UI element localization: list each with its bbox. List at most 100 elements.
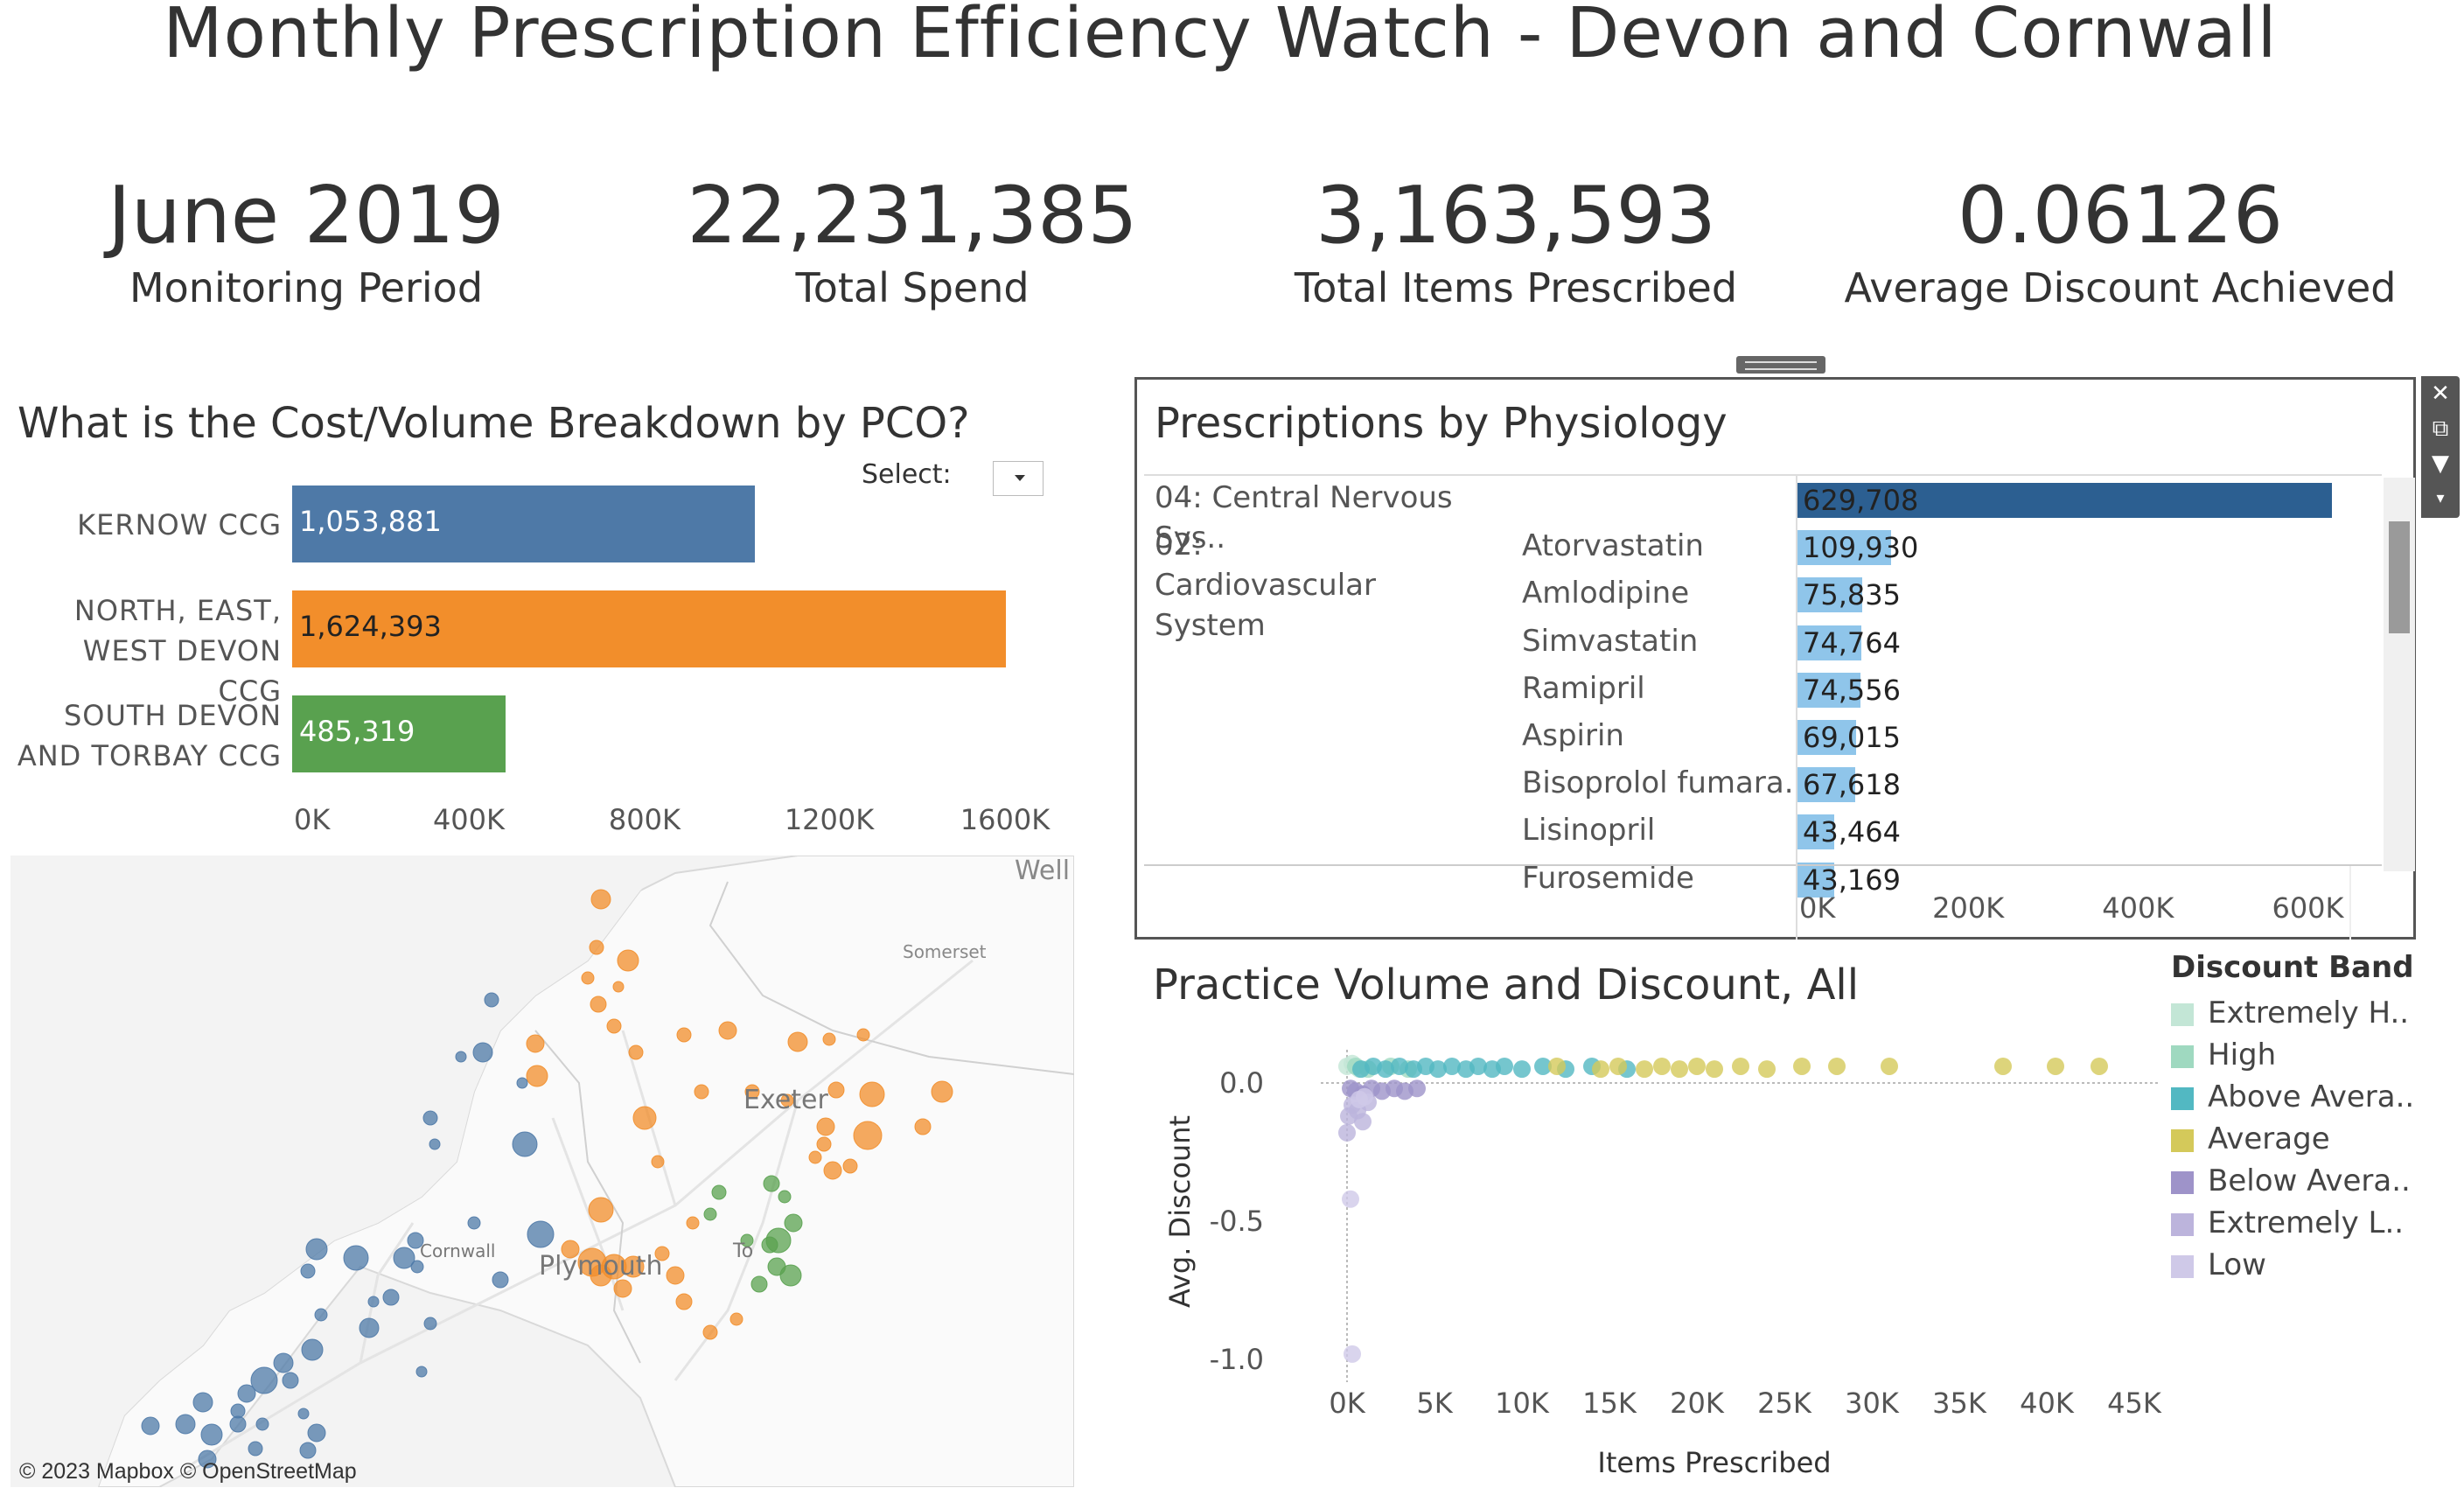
physiology-bar[interactable]: [1797, 483, 2333, 518]
scatter-point: [2091, 1057, 2108, 1075]
practice-marker: [415, 1366, 428, 1378]
physiology-category: 02: Cardiovascular System: [1155, 527, 1376, 644]
select-label: Select:: [862, 459, 952, 490]
physiology-drug: Amlodipine: [1522, 576, 1690, 611]
practice-marker: [198, 1450, 217, 1469]
filter-icon[interactable]: ▼: [2432, 451, 2449, 477]
practice-marker: [407, 1232, 424, 1249]
practice-marker: [651, 1155, 665, 1169]
kpi-total-spend: 22,231,385 Total Spend: [606, 171, 1218, 314]
pco-category-line: AND TORBAY CCG: [17, 739, 282, 772]
prescribing-map[interactable]: Well Somerset Exeter Cornwall Plymouth T…: [10, 856, 1074, 1487]
scrollbar[interactable]: [2384, 478, 2415, 871]
practice-marker: [823, 1161, 842, 1180]
physiology-axis-tick: 600K: [2272, 891, 2344, 925]
practice-marker: [632, 1106, 657, 1130]
practice-marker: [931, 1080, 953, 1103]
scrollbar-thumb[interactable]: [2389, 521, 2410, 633]
practice-marker: [229, 1415, 247, 1433]
map-canvas: [10, 856, 1074, 1487]
panel-drag-handle[interactable]: [1736, 356, 1825, 374]
scatter-x-tick: 40K: [2020, 1387, 2075, 1420]
scatter-point: [1469, 1057, 1487, 1075]
scatter-point: [1344, 1345, 1361, 1363]
physiology-panel[interactable]: Prescriptions by Physiology 04: Central …: [1134, 377, 2416, 940]
practice-marker: [622, 1255, 645, 1278]
legend-item[interactable]: Below Avera..: [2171, 1160, 2414, 1202]
physiology-drug: Ramipril: [1522, 670, 1645, 706]
practice-marker: [822, 1032, 836, 1046]
physiology-bar[interactable]: [1797, 625, 1861, 660]
scatter-point: [1653, 1057, 1671, 1075]
pco-bar[interactable]: 1,053,881: [292, 486, 756, 562]
practice-marker: [467, 1216, 481, 1230]
sea-north: [10, 856, 675, 1487]
physiology-bar-chart: 04: Central Nervous Sys.. 629,708 02: Card…: [1137, 476, 2388, 940]
popout-icon[interactable]: ⧉: [2432, 416, 2449, 442]
practice-marker: [512, 1131, 538, 1157]
practice-marker: [472, 1042, 493, 1063]
practice-marker: [613, 1279, 632, 1298]
physiology-bar[interactable]: [1797, 720, 1856, 755]
practice-marker: [675, 1293, 693, 1310]
pco-bar[interactable]: 1,624,393: [292, 590, 1007, 667]
practice-marker: [429, 1138, 441, 1150]
select-dropdown[interactable]: [993, 461, 1044, 496]
legend-item[interactable]: Low: [2171, 1244, 2414, 1286]
scatter-title: Practice Volume and Discount, All: [1153, 961, 1860, 1009]
practice-marker: [703, 1207, 717, 1221]
scatter-point: [1994, 1057, 2012, 1075]
pco-category-line: NORTH, EAST,: [73, 594, 282, 627]
scatter-x-label: Items Prescribed: [1597, 1446, 1831, 1479]
map-attribution: © 2023 Mapbox © OpenStreetMap: [19, 1459, 357, 1484]
legend-item[interactable]: Extremely L..: [2171, 1202, 2414, 1244]
practice-marker: [382, 1289, 400, 1306]
pco-axis-tick: 1200K: [784, 803, 875, 836]
discount-band-legend[interactable]: Discount Band Extremely H.. High Above Ave…: [2171, 950, 2414, 1286]
practice-marker: [686, 1216, 700, 1230]
scatter-point: [1534, 1057, 1552, 1075]
scatter-point: [1356, 1087, 1373, 1106]
practice-marker: [410, 1260, 424, 1274]
practice-marker: [702, 1324, 718, 1340]
scatter-point: [1793, 1057, 1811, 1075]
chevron-down-icon: [1015, 475, 1025, 481]
practice-marker: [856, 1028, 870, 1042]
legend-label: Low: [2208, 1247, 2266, 1282]
legend-swatch: [2171, 1044, 2194, 1068]
divider: [1144, 474, 2382, 476]
scatter-point: [1828, 1057, 1846, 1075]
practice-marker: [343, 1245, 369, 1271]
practice-marker: [711, 1184, 727, 1200]
legend-item[interactable]: Average: [2171, 1118, 2414, 1160]
practice-marker: [581, 971, 595, 985]
practice-marker: [778, 1190, 792, 1204]
more-options-icon[interactable]: ▾: [2436, 489, 2445, 507]
practice-marker: [492, 1271, 509, 1289]
physiology-bar[interactable]: [1797, 577, 1862, 613]
scatter-x-tick: 0K: [1329, 1387, 1365, 1420]
scatter-plot[interactable]: 0K 5K 10K 15K 20K 25K 30K 35K 40K 45K 0.0 -0.5 -1.0 I…: [1137, 1015, 2169, 1492]
legend-label: Extremely L..: [2208, 1205, 2405, 1240]
legend-swatch: [2171, 1254, 2194, 1278]
practice-marker: [307, 1423, 326, 1443]
close-icon[interactable]: ✕: [2431, 381, 2450, 407]
pco-bar[interactable]: 485,319: [292, 695, 506, 772]
legend-item[interactable]: Above Avera..: [2171, 1076, 2414, 1118]
practice-marker: [744, 1084, 760, 1100]
physiology-bar[interactable]: [1797, 672, 1861, 708]
scatter-point: [1636, 1060, 1653, 1079]
scatter-x-tick: 10K: [1495, 1387, 1550, 1420]
physiology-bar[interactable]: [1797, 530, 1891, 566]
map-label-exeter: Exeter: [743, 1085, 828, 1115]
legend-item[interactable]: High: [2171, 1034, 2414, 1076]
legend-label: Above Avera..: [2208, 1079, 2415, 1114]
practice-marker: [192, 1392, 213, 1413]
legend-item[interactable]: Extremely H..: [2171, 992, 2414, 1034]
kpi-label: Total Items Prescribed: [1294, 264, 1738, 311]
county-borders: [534, 881, 1074, 1364]
physiology-bar[interactable]: [1797, 862, 1834, 898]
physiology-bar[interactable]: [1797, 814, 1835, 850]
practice-marker: [561, 1240, 580, 1259]
physiology-bar[interactable]: [1797, 767, 1855, 803]
